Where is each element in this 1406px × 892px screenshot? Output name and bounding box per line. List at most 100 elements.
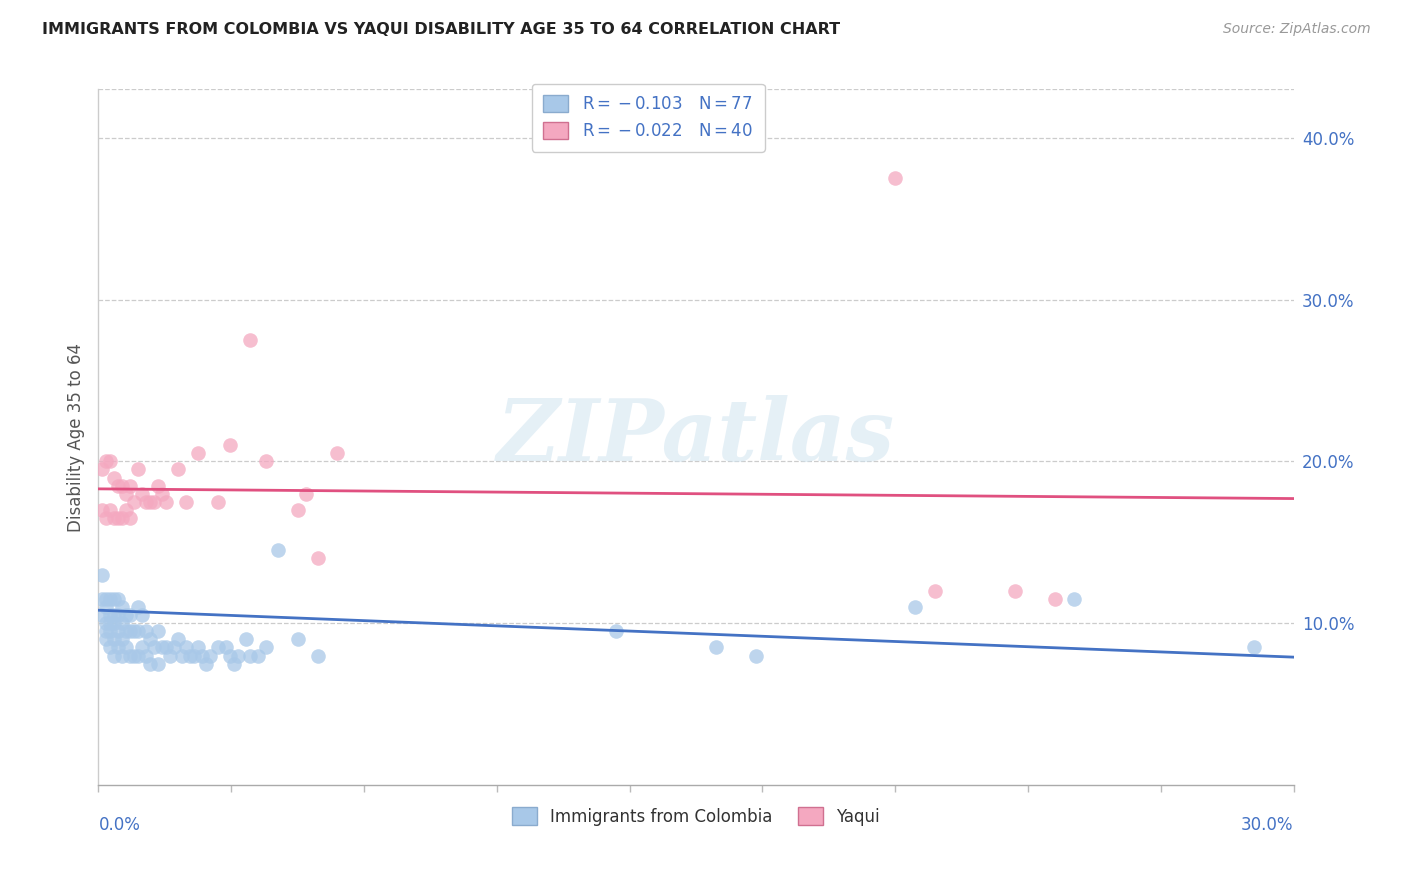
Point	[103, 616, 125, 631]
Point	[219, 648, 242, 663]
Point	[107, 591, 129, 606]
Point	[124, 648, 146, 663]
Point	[605, 624, 627, 639]
Point	[111, 616, 134, 631]
Point	[103, 511, 125, 525]
Point	[222, 657, 245, 671]
Point	[98, 624, 122, 639]
Point	[98, 454, 122, 468]
Point	[127, 648, 149, 663]
Point	[91, 503, 114, 517]
Point	[219, 438, 242, 452]
Point	[167, 462, 190, 476]
Point	[96, 511, 118, 525]
Point	[226, 648, 249, 663]
Point	[307, 648, 329, 663]
Point	[131, 486, 153, 500]
Point	[207, 495, 229, 509]
Point	[98, 503, 122, 517]
Point	[239, 648, 262, 663]
Point	[148, 657, 170, 671]
Point	[307, 551, 329, 566]
Point	[120, 511, 142, 525]
Point	[148, 624, 170, 639]
Point	[131, 640, 153, 655]
Point	[127, 599, 149, 614]
Point	[124, 624, 146, 639]
Point	[103, 632, 125, 647]
Point	[191, 648, 214, 663]
Point	[103, 648, 125, 663]
Point	[187, 640, 209, 655]
Point	[195, 657, 218, 671]
Point	[239, 333, 262, 347]
Point	[704, 640, 727, 655]
Point	[267, 543, 290, 558]
Point	[103, 470, 125, 484]
Point	[115, 486, 138, 500]
Point	[96, 454, 118, 468]
Point	[135, 648, 157, 663]
Point	[254, 640, 277, 655]
Point	[139, 657, 162, 671]
Point	[148, 478, 170, 492]
Point	[107, 478, 129, 492]
Point	[294, 486, 316, 500]
Point	[98, 608, 122, 623]
Point	[167, 632, 190, 647]
Legend: $\mathregular{R = -0.103 \quad N = 77}$, $\mathregular{R = -0.022 \quad N = 40}$: $\mathregular{R = -0.103 \quad N = 77}$,…	[531, 84, 765, 152]
Point	[159, 648, 181, 663]
Point	[745, 648, 768, 663]
Point	[187, 446, 209, 460]
Point	[115, 503, 138, 517]
Point	[139, 495, 162, 509]
Point	[326, 446, 349, 460]
Point	[103, 608, 125, 623]
Point	[91, 608, 114, 623]
Point	[96, 616, 118, 631]
Point	[96, 624, 118, 639]
Point	[207, 640, 229, 655]
Point	[174, 495, 197, 509]
Point	[107, 640, 129, 655]
Point	[91, 567, 114, 582]
Point	[155, 640, 177, 655]
Point	[111, 632, 134, 647]
Point	[115, 608, 138, 623]
Point	[155, 495, 177, 509]
Point	[96, 632, 118, 647]
Point	[1004, 583, 1026, 598]
Point	[96, 599, 118, 614]
Point	[107, 624, 129, 639]
Point	[235, 632, 257, 647]
Text: 30.0%: 30.0%	[1241, 816, 1294, 834]
Point	[1043, 591, 1066, 606]
Point	[143, 495, 166, 509]
Point	[287, 632, 309, 647]
Point	[98, 616, 122, 631]
Point	[91, 462, 114, 476]
Point	[215, 640, 238, 655]
Point	[111, 478, 134, 492]
Point	[183, 648, 205, 663]
Point	[120, 608, 142, 623]
Y-axis label: Disability Age 35 to 64: Disability Age 35 to 64	[66, 343, 84, 532]
Point	[107, 608, 129, 623]
Point	[115, 640, 138, 655]
Point	[107, 511, 129, 525]
Point	[904, 599, 927, 614]
Point	[246, 648, 269, 663]
Point	[143, 640, 166, 655]
Point	[91, 591, 114, 606]
Point	[120, 648, 142, 663]
Point	[150, 486, 173, 500]
Point	[135, 495, 157, 509]
Point	[127, 462, 149, 476]
Point	[111, 599, 134, 614]
Point	[135, 624, 157, 639]
Point	[1063, 591, 1085, 606]
Point	[127, 624, 149, 639]
Text: Source: ZipAtlas.com: Source: ZipAtlas.com	[1223, 22, 1371, 37]
Point	[139, 632, 162, 647]
Point	[150, 640, 173, 655]
